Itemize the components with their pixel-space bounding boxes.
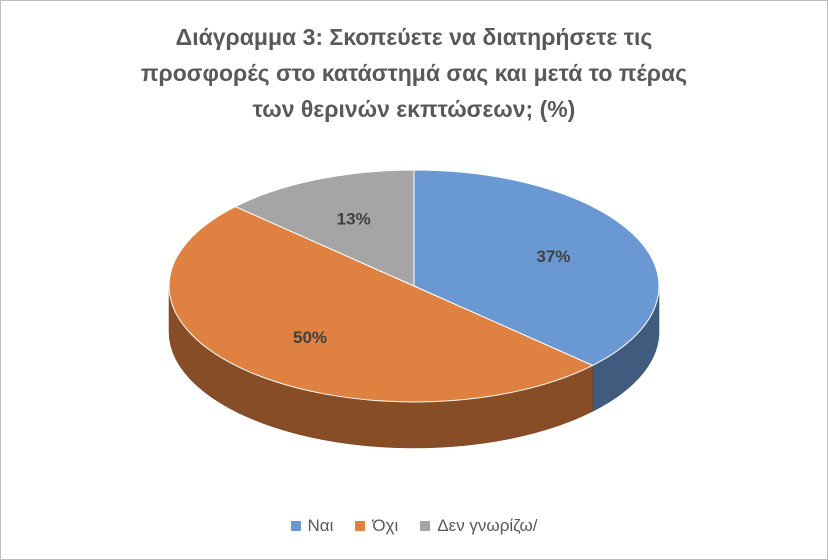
- data-label: 13%: [337, 209, 371, 228]
- chart-title: Διάγραμμα 3: Σκοπεύετε να διατηρήσετε τι…: [140, 24, 688, 122]
- slice: [168, 206, 594, 403]
- legend-item: Δεν γνωρίζω/: [420, 516, 538, 536]
- legend-swatch: [420, 521, 431, 531]
- slice: [234, 169, 415, 287]
- legend: Ναι Όχι Δεν γνωρίζω/: [1, 516, 827, 536]
- legend-item: Όχι: [355, 516, 398, 536]
- slice: [413, 169, 660, 366]
- legend-label: Ναι: [307, 516, 334, 535]
- legend-swatch: [355, 521, 366, 531]
- data-label: 50%: [293, 328, 327, 347]
- legend-label: Όχι: [372, 516, 399, 535]
- legend-item: Ναι: [290, 516, 334, 536]
- data-label: 37%: [536, 247, 570, 266]
- legend-swatch: [290, 521, 301, 531]
- legend-label: Δεν γνωρίζω/: [437, 516, 538, 535]
